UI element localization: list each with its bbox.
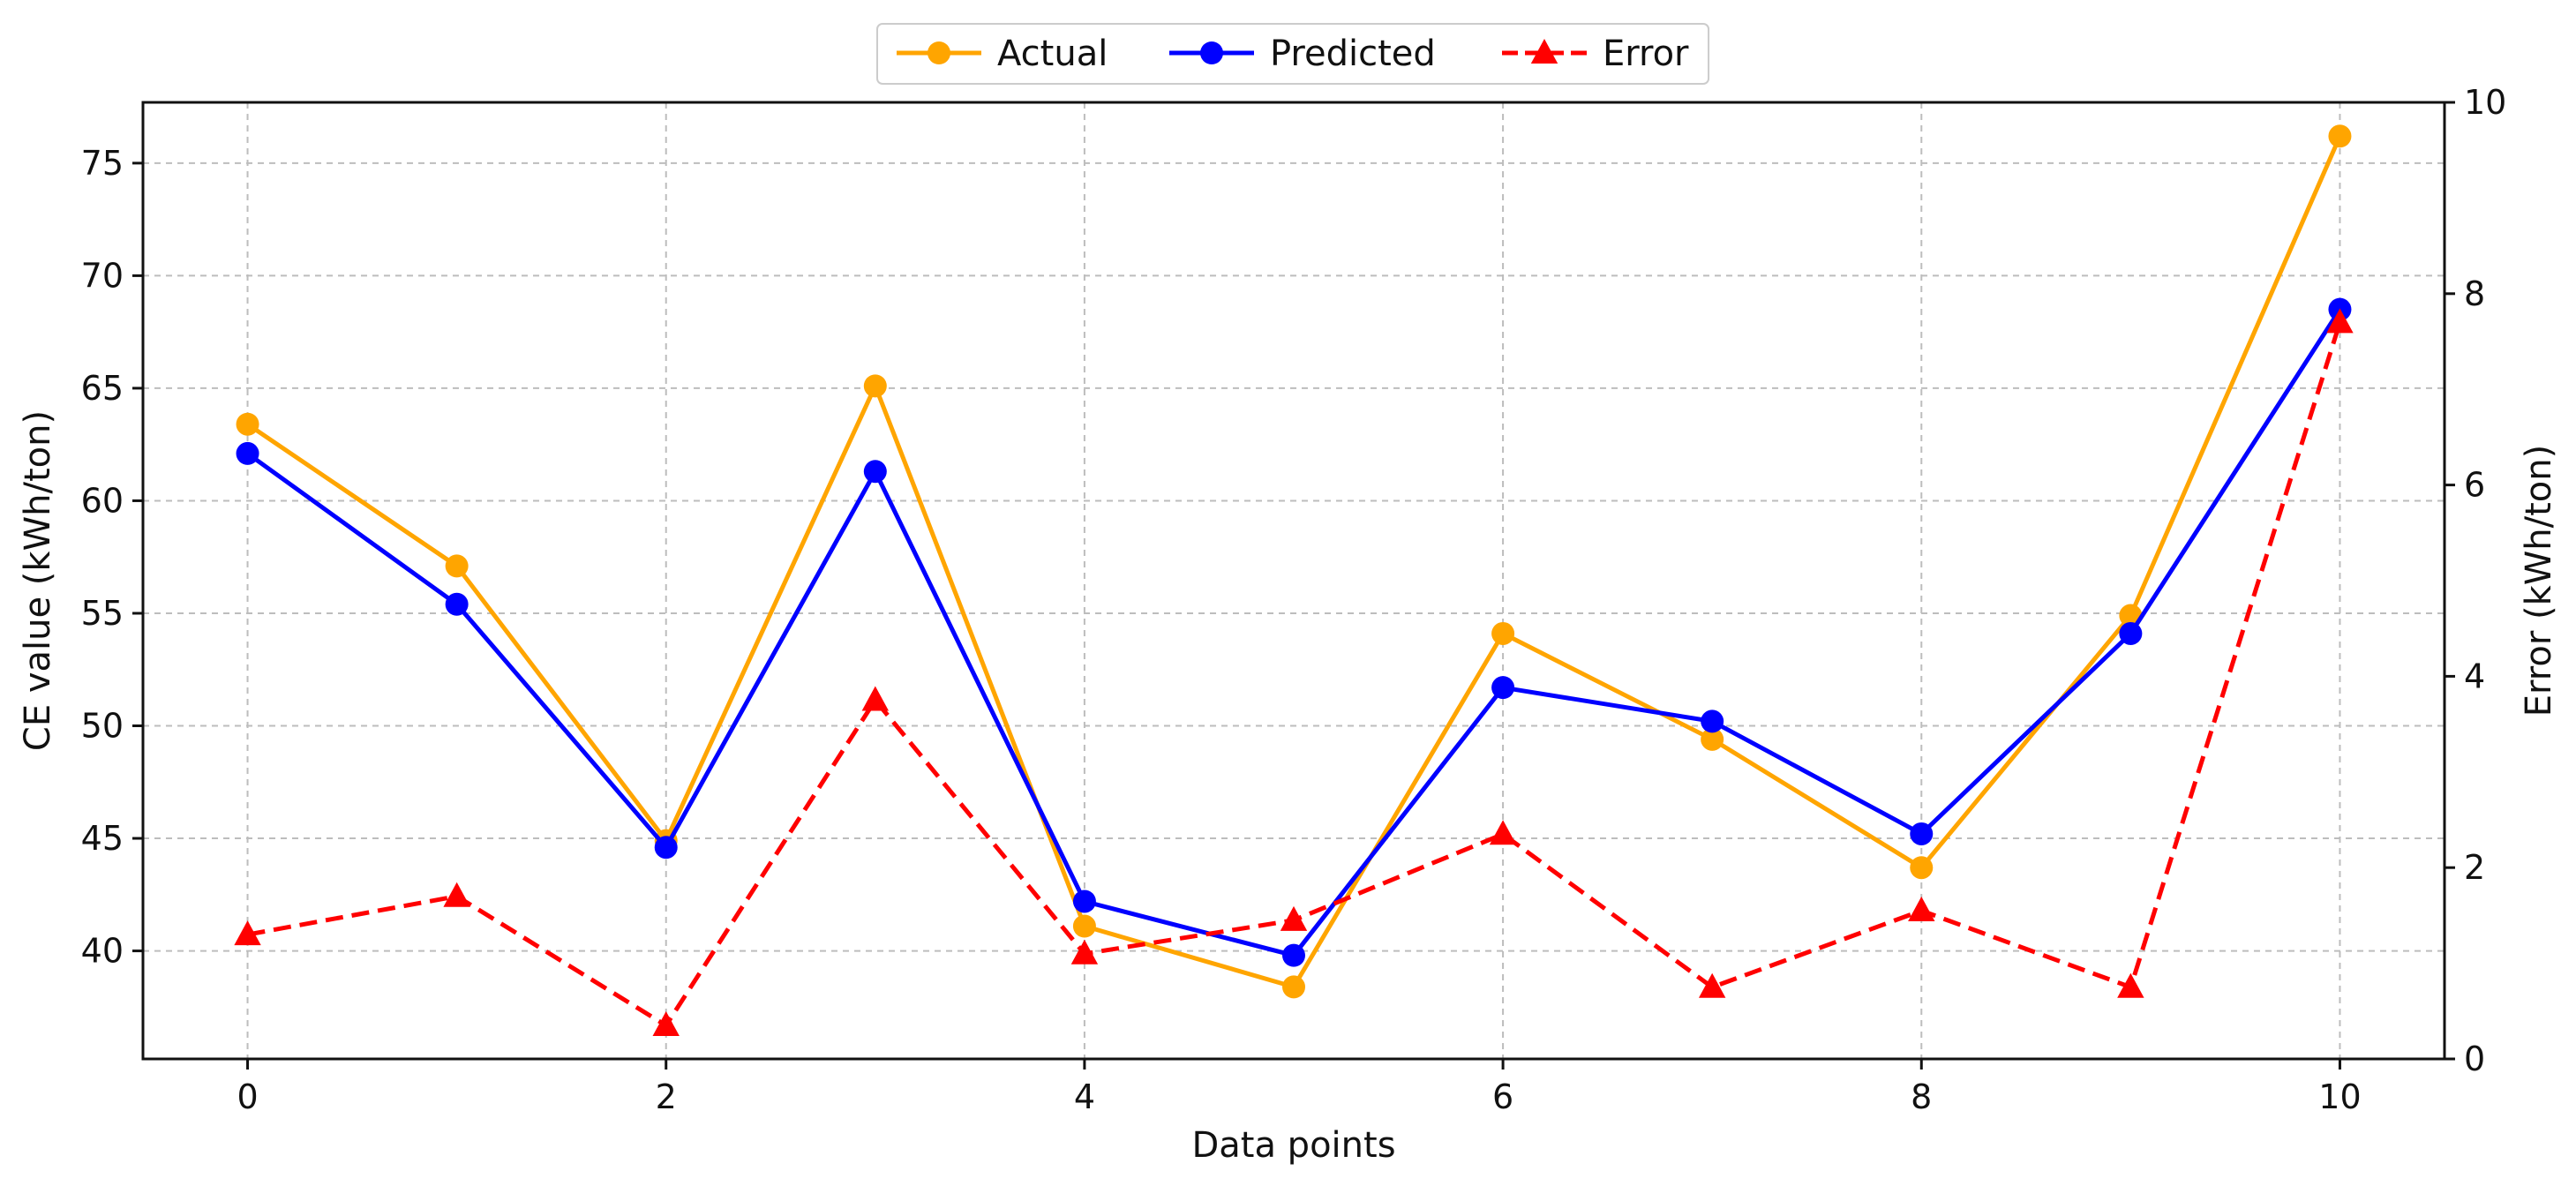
x-axis-label: Data points [1191, 1125, 1395, 1166]
legend-label: Predicted [1270, 34, 1436, 74]
legend-marker [928, 41, 950, 64]
y-axis-label: CE value (kWh/ton) [18, 410, 58, 751]
y2-tick-label: 8 [2464, 274, 2485, 313]
series-actual [236, 124, 2352, 999]
data-point-error [1070, 939, 1099, 965]
legend-box [876, 23, 1710, 85]
series-line-actual [246, 135, 2342, 989]
legend-label: Error [1603, 34, 1689, 74]
series-group [234, 124, 2354, 1037]
series-error [234, 308, 2354, 1037]
legend-label: Actual [997, 34, 1108, 74]
data-point-actual [1701, 727, 1724, 751]
data-point-error [861, 686, 890, 711]
grid [143, 102, 2445, 1059]
x-tick-label: 0 [237, 1077, 258, 1116]
data-point-error [1280, 905, 1308, 931]
data-point-error [2117, 972, 2144, 998]
y2-tick-label: 6 [2464, 466, 2485, 505]
y-tick-label: 45 [81, 819, 124, 858]
plot-frame [141, 101, 2446, 1061]
legend-marker [1200, 41, 1223, 64]
series-predicted [236, 297, 2352, 967]
y-tick-label: 65 [81, 369, 124, 408]
legend-item-error: Error [1502, 34, 1689, 74]
data-point-predicted [445, 592, 469, 616]
y2-axis-label: Error (kWh/ton) [2519, 445, 2559, 717]
data-point-error [1908, 896, 1935, 921]
y2-tick-label: 0 [2464, 1040, 2485, 1078]
y-tick-label: 50 [81, 707, 124, 746]
y-tick-label: 55 [81, 594, 124, 633]
series-line-predicted [246, 308, 2342, 958]
axis-ticks: 0 2 4 6 8 10 40 45 50 55 60 65 70 75 0 2 4 6 8 10 [81, 83, 2507, 1116]
data-point-predicted [1701, 709, 1724, 733]
legend-marker [1530, 39, 1558, 64]
legend-item-actual: Actual [897, 34, 1108, 74]
data-point-error [652, 1011, 680, 1037]
data-point-predicted [1491, 676, 1515, 700]
data-point-actual [236, 412, 259, 436]
data-point-actual [1910, 856, 1934, 880]
legend: Actual Predicted Error [876, 23, 1710, 85]
data-point-predicted [236, 441, 259, 465]
data-point-error [2326, 308, 2354, 334]
data-point-actual [2328, 124, 2352, 148]
data-point-error [1489, 820, 1517, 845]
x-tick-label: 6 [1492, 1077, 1513, 1116]
data-point-actual [863, 374, 887, 398]
data-point-error [443, 882, 470, 907]
data-point-predicted [1910, 822, 1934, 845]
data-point-actual [445, 554, 469, 578]
data-point-predicted [863, 460, 887, 484]
data-point-predicted [2119, 621, 2143, 645]
y-tick-label: 60 [81, 481, 124, 520]
legend-item-predicted: Predicted [1169, 34, 1436, 74]
legend-items: Actual Predicted Error [897, 34, 1689, 74]
x-tick-label: 8 [1911, 1077, 1932, 1116]
data-point-error [1698, 972, 1726, 998]
data-point-error [234, 920, 261, 946]
x-tick-label: 10 [2318, 1077, 2361, 1116]
data-point-predicted [1072, 890, 1096, 913]
data-point-predicted [654, 836, 678, 859]
x-tick-label: 2 [656, 1077, 677, 1116]
data-point-actual [1072, 914, 1096, 938]
y2-tick-label: 4 [2464, 657, 2485, 695]
x-tick-label: 4 [1074, 1077, 1095, 1116]
y2-tick-label: 10 [2464, 83, 2506, 122]
data-point-actual [1282, 975, 1305, 999]
y-tick-label: 40 [81, 932, 124, 971]
data-point-predicted [1282, 943, 1305, 967]
y-tick-label: 70 [81, 256, 124, 295]
y-tick-label: 75 [81, 144, 124, 183]
y2-tick-label: 2 [2464, 848, 2485, 887]
data-point-actual [1491, 621, 1515, 645]
